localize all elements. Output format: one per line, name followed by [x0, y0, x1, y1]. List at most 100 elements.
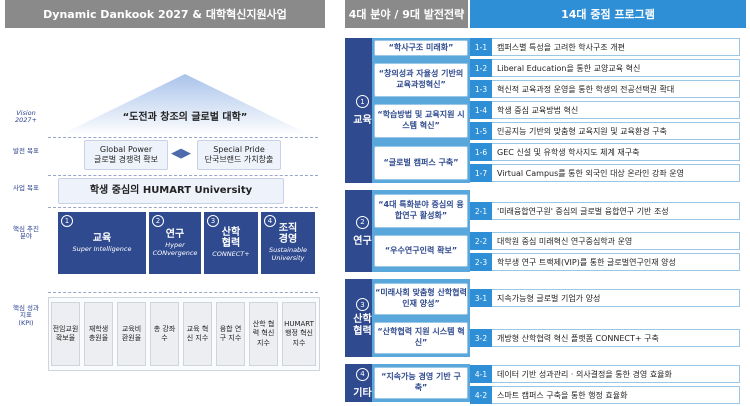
strategy-box: “학사구조 미래화” [374, 40, 468, 56]
driver-num: 1 [61, 215, 73, 227]
strategy-box: “산학협력 지원 시스템 혁신” [374, 322, 468, 354]
program-text: Liberal Education을 통한 교양교육 혁신 [492, 59, 740, 77]
vision-roof [58, 74, 312, 136]
driver-num: 3 [207, 215, 219, 227]
goal-line2: 단국브랜드 가치창출 [204, 155, 274, 164]
program-row: 1-3 혁신적 교육과정 운영을 통한 학생의 전공선택권 확대 [470, 80, 740, 98]
program-text: 개방형 산학협력 혁신 플랫폼 CONNECT+ 구축 [492, 329, 740, 347]
strategy-box: “글로벌 캠퍼스 구축” [374, 146, 468, 180]
area-label: 산학 협력 [353, 314, 372, 337]
dim-project-goal: 사업 목표 [13, 184, 39, 192]
area-label: 연구 [353, 235, 372, 247]
kpi-item: 재학생 충원율 [84, 302, 113, 366]
area-num: 2 [356, 215, 369, 229]
program-text: '미래융합연구원' 중심의 글로벌 융합연구 기반 조성 [492, 202, 740, 220]
driver-management: 4 조직 경영 Sustainable University [261, 212, 315, 274]
dim-vision: Vision 2027+ [15, 109, 37, 125]
driver-title: 조직 경영 [278, 223, 298, 246]
divider [48, 175, 318, 176]
area-label: 기타 [353, 387, 372, 399]
program-row: 4-2 스마트 캠퍼스 구축을 통한 행정 효율화 [470, 386, 740, 404]
goal-line1: Special Pride [213, 145, 265, 154]
program-row: 1-7 Virtual Campus를 통한 외국인 대상 온라인 강좌 운영 [470, 164, 740, 182]
program-row: 1-5 인공지능 기반의 맞춤형 교육지원 및 교육환경 구축 [470, 122, 740, 140]
project-goal: 학생 중심의 HUMART University [58, 178, 284, 204]
program-num: 1-4 [470, 101, 492, 119]
program-text: 혁신적 교육과정 운영을 통한 학생의 전공선택권 확대 [492, 80, 740, 98]
program-num: 1-5 [470, 122, 492, 140]
driver-education: 1 교육 Super Intelligence [58, 212, 146, 274]
kpi-item: 교육비 환원율 [117, 302, 146, 366]
program-text: 데이터 기반 성과관리 · 의사결정을 통한 경영 효율화 [492, 365, 740, 383]
program-num: 2-3 [470, 253, 492, 271]
program-text: 캠퍼스별 특성을 고려한 학사구조 개편 [492, 38, 740, 56]
kpi-item: 전임교원 확보율 [51, 302, 80, 366]
kpi-item: HUMART 행정 혁신 지수 [282, 302, 316, 366]
driver-num: 2 [152, 215, 164, 227]
right-header-programs: 14대 중점 프로그램 [470, 0, 746, 28]
driver-research: 2 연구 Hyper CONvergence [149, 212, 201, 274]
program-row: 2-1 '미래융합연구원' 중심의 글로벌 융합연구 기반 조성 [470, 202, 740, 220]
program-num: 2-1 [470, 202, 492, 220]
goal-global-power: Global Power 글로벌 경쟁력 확보 [84, 140, 168, 170]
program-num: 4-2 [470, 386, 492, 404]
driver-sub: Hyper CONvergence [152, 240, 198, 257]
program-num: 3-2 [470, 329, 492, 347]
driver-title: 연구 [165, 228, 185, 240]
program-num: 1-3 [470, 80, 492, 98]
program-row: 3-2 개방형 산학협력 혁신 플랫폼 CONNECT+ 구축 [470, 329, 740, 347]
divider [48, 207, 318, 208]
right-header-strategy: 4대 분야 / 9대 발전전략 [345, 0, 468, 28]
driver-sub: Sustainable University [268, 246, 307, 262]
area-label: 교육 [353, 115, 372, 126]
double-arrow-icon: ◀▶ [171, 146, 191, 161]
program-row: 4-1 데이터 기반 성과관리 · 의사결정을 통한 경영 효율화 [470, 365, 740, 383]
program-row: 3-1 지속가능형 글로벌 기업가 양성 [470, 289, 740, 307]
program-num: 1-6 [470, 143, 492, 161]
driver-sub: Super Intelligence [72, 244, 132, 253]
program-text: 학부생 연구 트랙제(VIP)를 통한 글로벌연구인재 양성 [492, 253, 740, 271]
kpi-item: 총 강좌 수 [150, 302, 179, 366]
driver-sub: CONNECT+ [212, 250, 250, 259]
program-text: 학생 중심 교육방법 혁신 [492, 101, 740, 119]
program-row: 2-2 대학원 중심 미래혁신 연구중심학과 운영 [470, 232, 740, 250]
strategy-box: “지속가능 경영 기반 구축” [374, 367, 468, 399]
strategy-box: “우수연구인력 확보” [374, 235, 468, 267]
goal-line2: 글로벌 경쟁력 확보 [94, 155, 158, 164]
driver-industry: 3 산학 협력 CONNECT+ [204, 212, 258, 274]
driver-title: 산학 협력 [221, 227, 241, 250]
program-row: 2-3 학부생 연구 트랙제(VIP)를 통한 글로벌연구인재 양성 [470, 253, 740, 271]
program-text: 스마트 캠퍼스 구축을 통한 행정 효율화 [492, 386, 740, 404]
vision-statement: “도전과 창조의 글로벌 대학” [122, 112, 248, 123]
kpi-item: 교육 혁신 지수 [183, 302, 212, 366]
program-num: 2-2 [470, 232, 492, 250]
goal-line1: Global Power [99, 145, 153, 154]
divider [48, 292, 318, 293]
program-row: 1-1 캠퍼스별 특성을 고려한 학사구조 개편 [470, 38, 740, 56]
kpi-item: 융합 연구 지수 [216, 302, 245, 366]
goal-special-pride: Special Pride 단국브랜드 가치창출 [197, 140, 281, 170]
area-num: 4 [356, 367, 369, 381]
program-row: 1-2 Liberal Education을 통한 교양교육 혁신 [470, 59, 740, 77]
dim-goals: 발전 목표 [13, 147, 39, 155]
program-text: 지속가능형 글로벌 기업가 양성 [492, 289, 740, 307]
strategy-box: “4대 특화분야 중심의 융합연구 활성화” [374, 194, 468, 228]
program-row: 1-6 GEC 신설 및 유학생 학사지도 체계 재구축 [470, 143, 740, 161]
driver-num: 4 [264, 215, 276, 227]
program-num: 1-1 [470, 38, 492, 56]
program-text: 대학원 중심 미래혁신 연구중심학과 운영 [492, 232, 740, 250]
program-text: GEC 신설 및 유학생 학사지도 체계 재구축 [492, 143, 740, 161]
driver-title: 교육 [92, 232, 112, 244]
area-num: 1 [356, 95, 369, 108]
program-num: 3-1 [470, 289, 492, 307]
program-num: 1-2 [470, 59, 492, 77]
dim-kpi: 핵심 성과 지표 (KPI) [13, 304, 39, 327]
program-text: Virtual Campus를 통한 외국인 대상 온라인 강좌 운영 [492, 164, 740, 182]
strategy-box: “미래사회 맞춤형 산학협력 인재 양성” [374, 283, 468, 315]
area-num: 3 [356, 298, 369, 311]
program-row: 1-4 학생 중심 교육방법 혁신 [470, 101, 740, 119]
kpi-item: 산학 협력 혁신 지수 [249, 302, 278, 366]
strategy-box: “창의성과 자율성 기반의 교육과정혁신” [374, 63, 468, 97]
strategy-box: “학습방법 및 교육지원 시스템 혁신” [374, 104, 468, 138]
program-text: 인공지능 기반의 맞춤형 교육지원 및 교육환경 구축 [492, 122, 740, 140]
